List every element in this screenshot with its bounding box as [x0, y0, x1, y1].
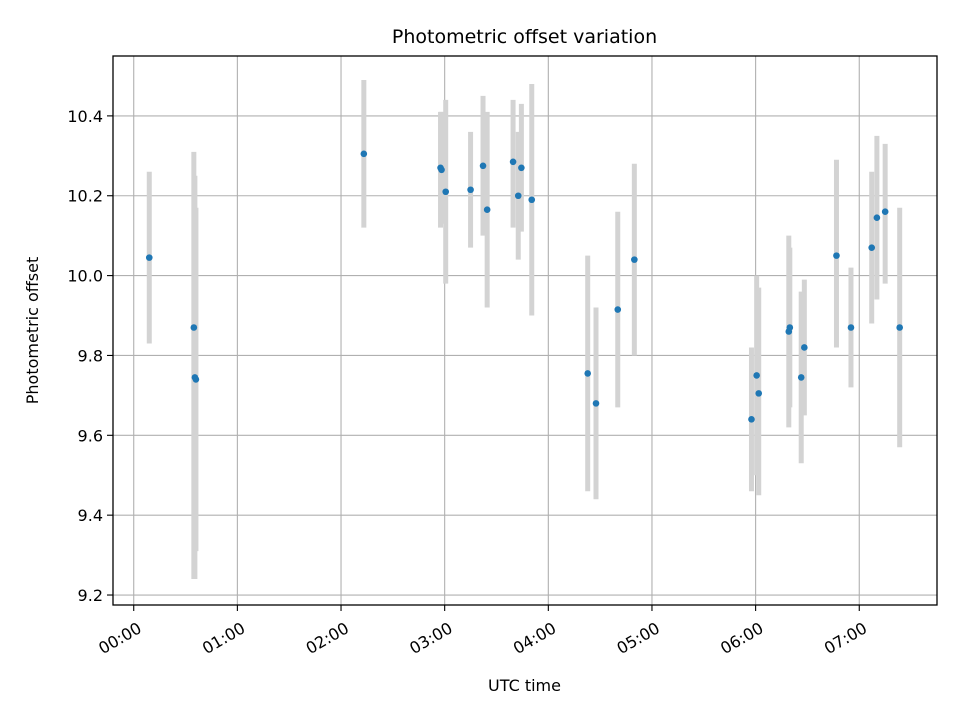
- data-point: [518, 164, 525, 172]
- data-point: [797, 374, 805, 381]
- y-tick-label: 10.2: [67, 187, 103, 206]
- y-tick-label: 9.4: [78, 506, 103, 525]
- data-point: [614, 306, 622, 313]
- y-tick-label: 10.0: [67, 267, 103, 286]
- data-point: [833, 252, 840, 259]
- y-tick-label: 9.2: [78, 586, 103, 605]
- y-tick-label: 9.8: [78, 346, 103, 365]
- y-axis-title: Photometric offset: [23, 257, 42, 405]
- data-point: [483, 206, 491, 214]
- data-point: [584, 370, 592, 377]
- data-point: [145, 254, 153, 261]
- data-point: [847, 324, 855, 331]
- data-point: [801, 344, 808, 351]
- data-point: [190, 324, 198, 331]
- data-point: [438, 166, 445, 174]
- data-points: [145, 150, 903, 423]
- y-tick-label: 9.6: [78, 426, 103, 445]
- data-point: [467, 186, 474, 194]
- data-point: [528, 196, 536, 204]
- data-point: [868, 244, 876, 251]
- data-point: [881, 208, 889, 216]
- y-axis: 9.2 9.4 9.6 9.8 10.0 10.2 10.4: [67, 107, 113, 605]
- data-point: [896, 324, 903, 331]
- data-point: [360, 150, 368, 158]
- data-point: [753, 372, 760, 379]
- data-point: [479, 162, 487, 170]
- x-axis-title: UTC time: [488, 676, 561, 695]
- grid: [113, 56, 937, 605]
- data-point: [786, 324, 794, 331]
- data-point: [509, 158, 517, 166]
- y-tick-label: 10.4: [67, 107, 103, 126]
- data-point: [192, 376, 200, 383]
- data-point: [592, 400, 600, 407]
- data-point: [873, 214, 881, 222]
- data-point: [748, 416, 755, 423]
- plot-frame: [112, 55, 938, 606]
- chart-title: Photometric offset variation: [392, 26, 657, 48]
- data-point: [631, 256, 638, 263]
- data-point: [514, 192, 522, 200]
- data-point: [755, 390, 763, 397]
- data-point: [442, 188, 450, 196]
